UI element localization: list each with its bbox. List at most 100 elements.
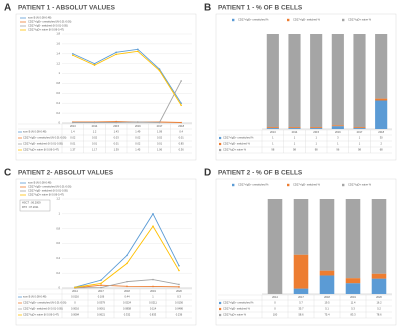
point: [158, 68, 161, 70]
table-value: 1.09: [157, 130, 163, 134]
legend-label: CD27+IgD- switched (N 0.01-0.05): [28, 24, 68, 28]
table-row-name: CD27+IgD- switched %: [223, 307, 251, 311]
point: [93, 62, 96, 65]
series-line: [72, 50, 182, 106]
x-tick-label: 2016: [335, 130, 341, 134]
point: [158, 69, 161, 72]
point: [72, 121, 74, 124]
bar-segment: [288, 128, 301, 129]
legend-label: CD27+IgD- switched %: [293, 183, 321, 187]
table-value: 0.0211: [149, 301, 157, 305]
panel-title: PATIENT 2 - % OF B CELLS: [218, 170, 303, 177]
legend-label: CD27-IgD+ naive %: [348, 183, 372, 187]
legend-label: sum B (N 0.08-0.48): [28, 181, 51, 185]
annotation: RTX : 07.2011: [22, 205, 39, 209]
x-tick-label: 2013: [270, 130, 276, 134]
table-row-name: CD27+IgD+ unswitched (N 0.01-0.06): [23, 301, 67, 305]
table-value: 0.3: [177, 295, 181, 299]
panel-title: PATIENT 1 - % OF B CELLS: [218, 5, 303, 12]
table-value: 1: [294, 136, 296, 140]
y-tick-label: 1.2: [56, 197, 60, 201]
table-value: 0: [74, 301, 76, 305]
point: [180, 121, 182, 124]
table-value: 1: [315, 136, 317, 140]
point: [152, 225, 154, 228]
table-value: 0.01: [114, 142, 120, 146]
y-tick-label: 0.6: [56, 241, 60, 245]
table-value: 1: [359, 142, 361, 146]
y-tick-label: 0.8: [56, 226, 60, 230]
y-tick-label: 0.2: [56, 111, 60, 115]
table-value: 5.1: [325, 307, 329, 311]
y-tick-label: 0: [59, 286, 61, 290]
table-key: [219, 301, 222, 305]
legend-label: CD27+IgD+ unswitched (N 0.01-0.06): [28, 185, 72, 189]
panel-title: PATIENT 2- ABSOLUT VALUES: [18, 170, 114, 177]
point: [72, 52, 74, 55]
point: [180, 80, 182, 82]
y-tick-label: 1.6: [56, 42, 60, 46]
table-row-name: CD27-IgD+ naive (N 0.06-0.47): [23, 313, 59, 317]
table-value: 0.44: [124, 295, 130, 299]
y-tick-label: 0.6: [56, 91, 60, 95]
point: [158, 121, 161, 124]
bar-segment: [266, 34, 279, 128]
point: [100, 284, 102, 286]
point: [126, 280, 128, 283]
bar-segment: [331, 125, 344, 127]
legend-key: [287, 18, 290, 22]
table-row-name: CD27+IgD+ unswitched %: [223, 136, 254, 140]
x-tick-label: 2018: [324, 295, 330, 299]
bar-segment: [371, 278, 387, 294]
table-value: 0.01: [157, 142, 163, 146]
x-tick-label: 2020: [176, 289, 182, 293]
y-tick-label: 1.8: [56, 32, 60, 36]
table-value: 1.45: [135, 148, 141, 152]
table-value: 0.85: [179, 142, 185, 146]
legend-label: sum B (N 0.08-0.48): [28, 16, 51, 20]
table-value: 0.106: [98, 295, 105, 299]
table-value: 0.02: [70, 136, 76, 140]
table-value: 1: [315, 142, 317, 146]
table-value: 16.2: [376, 301, 382, 305]
bar-segment: [266, 127, 279, 129]
table-value: 0.0858: [123, 307, 131, 311]
point: [178, 264, 180, 267]
table-row-name: CD27+IgD- switched (N 0.01-0.05): [23, 307, 63, 311]
bar-segment: [345, 283, 361, 294]
table-row-name: sum B (N 0.08-0.48): [23, 130, 46, 134]
table-value: 1.39: [114, 148, 120, 152]
x-tick-label: 2017: [157, 124, 163, 128]
point: [126, 262, 128, 265]
y-tick-label: 0.8: [56, 81, 60, 85]
table-value: 0.236: [176, 313, 183, 317]
table-value: 96: [336, 148, 339, 152]
bar-segment: [331, 126, 344, 129]
table-value: 0.02: [92, 136, 98, 140]
table-value: 0: [274, 307, 276, 311]
table-value: 100: [273, 313, 278, 317]
annotation-box: [19, 199, 51, 212]
bar-segment: [310, 128, 323, 129]
y-tick-label: 0: [59, 121, 61, 125]
table-value: 0.01: [179, 136, 185, 140]
table-value: 1.4: [71, 130, 75, 134]
x-tick-label: 2020: [376, 295, 382, 299]
bar-segment: [293, 288, 309, 294]
point: [178, 283, 180, 286]
point: [178, 286, 180, 288]
table-value: 19.5: [324, 301, 330, 305]
table-value: 0.4: [179, 130, 183, 134]
table-value: 2: [380, 142, 382, 146]
table-value: 0.02: [157, 136, 163, 140]
point: [152, 285, 154, 288]
series-line: [72, 80, 182, 123]
table-row-name: CD27-IgD+ naive (N 0.06-0.47): [23, 148, 59, 152]
bar-segment: [353, 127, 366, 129]
table-value: 11.4: [351, 301, 356, 305]
table-value: 1: [337, 142, 339, 146]
table-value: 0.03: [114, 136, 120, 140]
table-value: 0.01: [70, 142, 76, 146]
y-tick-label: 0.4: [56, 256, 60, 260]
